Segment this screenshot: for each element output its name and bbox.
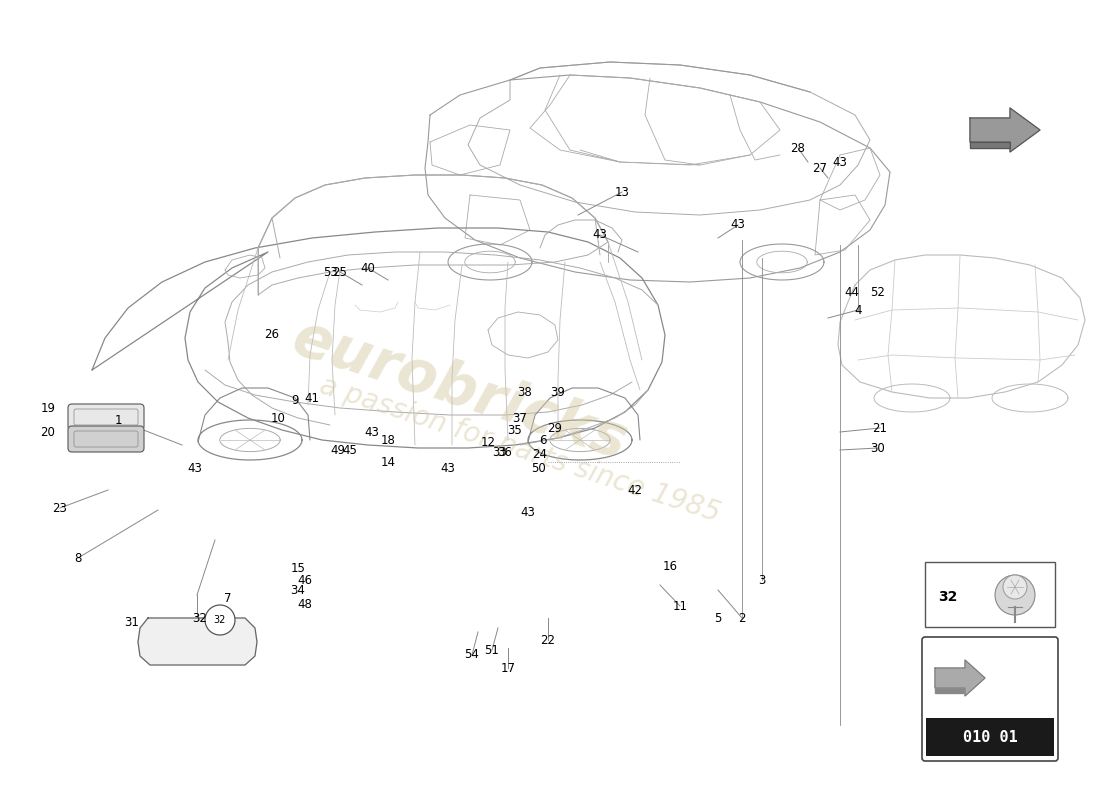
Text: 46: 46 [297, 574, 312, 586]
Text: 25: 25 [332, 266, 348, 278]
Text: 19: 19 [41, 402, 55, 414]
Text: 4: 4 [855, 303, 861, 317]
Text: a passion for parts since 1985: a passion for parts since 1985 [316, 372, 724, 528]
Text: 21: 21 [872, 422, 888, 434]
Text: 44: 44 [845, 286, 859, 298]
Text: 51: 51 [485, 643, 499, 657]
Text: 9: 9 [292, 394, 299, 406]
Text: 13: 13 [615, 186, 629, 198]
Text: 24: 24 [532, 449, 548, 462]
Polygon shape [970, 142, 1010, 148]
Text: 29: 29 [548, 422, 562, 434]
Text: 16: 16 [662, 559, 678, 573]
FancyBboxPatch shape [68, 404, 144, 430]
Text: 34: 34 [290, 583, 306, 597]
Text: 28: 28 [791, 142, 805, 154]
Text: 010 01: 010 01 [962, 730, 1018, 745]
Text: 35: 35 [507, 423, 522, 437]
Text: 36: 36 [497, 446, 513, 458]
Text: 32: 32 [213, 615, 227, 625]
FancyBboxPatch shape [925, 562, 1055, 627]
Polygon shape [970, 108, 1040, 152]
FancyBboxPatch shape [68, 426, 144, 452]
Text: 3: 3 [758, 574, 766, 586]
Polygon shape [935, 660, 984, 696]
Text: 43: 43 [730, 218, 746, 231]
Text: 11: 11 [672, 599, 688, 613]
Text: 42: 42 [627, 483, 642, 497]
Text: 8: 8 [75, 551, 81, 565]
Text: 49: 49 [330, 443, 345, 457]
Text: 43: 43 [364, 426, 380, 438]
Text: 18: 18 [381, 434, 395, 446]
Text: 15: 15 [290, 562, 306, 574]
Circle shape [205, 605, 235, 635]
Circle shape [1003, 575, 1027, 599]
Text: 17: 17 [500, 662, 516, 674]
Text: 45: 45 [342, 443, 358, 457]
Text: 12: 12 [481, 435, 495, 449]
Text: 1: 1 [114, 414, 122, 426]
Text: 53: 53 [322, 266, 338, 278]
Text: 26: 26 [264, 329, 279, 342]
Text: 27: 27 [813, 162, 827, 174]
Text: 30: 30 [870, 442, 886, 454]
Text: 54: 54 [464, 649, 480, 662]
Text: 6: 6 [539, 434, 547, 446]
Text: 7: 7 [224, 591, 232, 605]
Text: 22: 22 [540, 634, 556, 646]
Text: 32: 32 [938, 590, 958, 604]
Text: 20: 20 [41, 426, 55, 438]
Text: 50: 50 [530, 462, 546, 474]
Text: 43: 43 [593, 229, 607, 242]
Text: 33: 33 [493, 446, 507, 458]
Text: 37: 37 [513, 411, 527, 425]
Text: 52: 52 [870, 286, 886, 298]
Text: 40: 40 [361, 262, 375, 274]
Text: 32: 32 [192, 611, 208, 625]
FancyBboxPatch shape [922, 637, 1058, 761]
Text: 43: 43 [520, 506, 536, 518]
Polygon shape [935, 688, 965, 693]
Text: 43: 43 [188, 462, 202, 474]
Text: 39: 39 [551, 386, 565, 398]
Text: 43: 43 [441, 462, 455, 474]
Circle shape [996, 575, 1035, 615]
Text: 2: 2 [738, 611, 746, 625]
Text: 31: 31 [124, 615, 140, 629]
Text: 14: 14 [381, 455, 396, 469]
Text: 10: 10 [271, 411, 285, 425]
Text: 48: 48 [298, 598, 312, 611]
FancyBboxPatch shape [926, 718, 1054, 756]
Polygon shape [138, 618, 257, 665]
Text: 23: 23 [53, 502, 67, 514]
Text: 41: 41 [305, 391, 319, 405]
Text: 5: 5 [714, 611, 722, 625]
Text: 38: 38 [518, 386, 532, 398]
Text: 43: 43 [833, 155, 847, 169]
Text: eurobricks: eurobricks [285, 309, 635, 471]
